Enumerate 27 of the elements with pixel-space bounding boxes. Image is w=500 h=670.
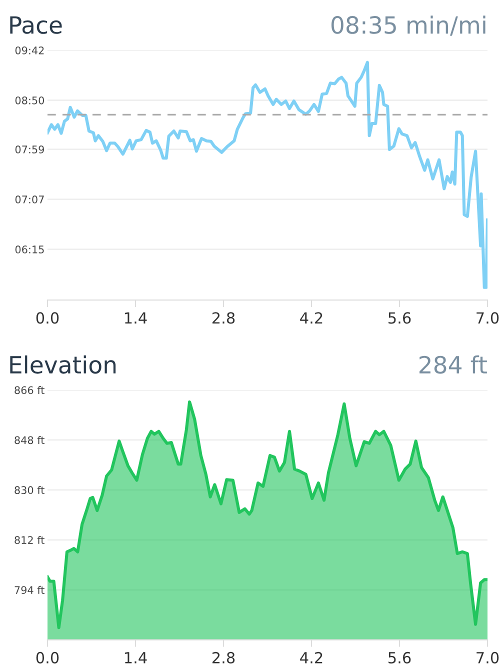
y-tick-label: 848 ft — [14, 436, 44, 444]
chart-subtitle: 08:35 min/mi — [331, 16, 486, 36]
y-tick-label: 812 ft — [14, 536, 44, 544]
x-tick-label: 1.4 — [125, 312, 147, 324]
x-tick-label: 5.6 — [388, 312, 411, 324]
x-tick-label: 0.0 — [36, 312, 59, 324]
y-tick-label: 794 ft — [14, 586, 44, 594]
x-tick-label: 4.2 — [300, 312, 322, 324]
y-tick-label: 09:42 — [15, 46, 44, 54]
y-tick-label: 06:15 — [15, 246, 44, 254]
x-tick-label: 2.8 — [212, 652, 235, 664]
chart-title: Pace — [10, 16, 62, 34]
x-tick-label: 1.4 — [125, 652, 147, 664]
y-tick-label: 830 ft — [14, 486, 44, 494]
y-tick-label: 866 ft — [14, 386, 44, 394]
y-tick-label: 08:50 — [15, 96, 44, 104]
y-tick-label: 07:59 — [15, 146, 44, 154]
x-tick-label: 4.2 — [300, 652, 322, 664]
line-series — [48, 60, 488, 289]
x-tick-label: 0.0 — [36, 652, 59, 664]
x-tick-label: 7.0 — [476, 312, 499, 324]
chart-subtitle: 284 ft — [420, 355, 487, 374]
x-tick-label: 2.8 — [212, 312, 235, 324]
x-tick-label: 5.6 — [388, 652, 411, 664]
x-tick-label: 7.0 — [476, 652, 499, 664]
y-tick-label: 07:07 — [15, 196, 44, 204]
chart-title: Elevation — [10, 355, 116, 374]
